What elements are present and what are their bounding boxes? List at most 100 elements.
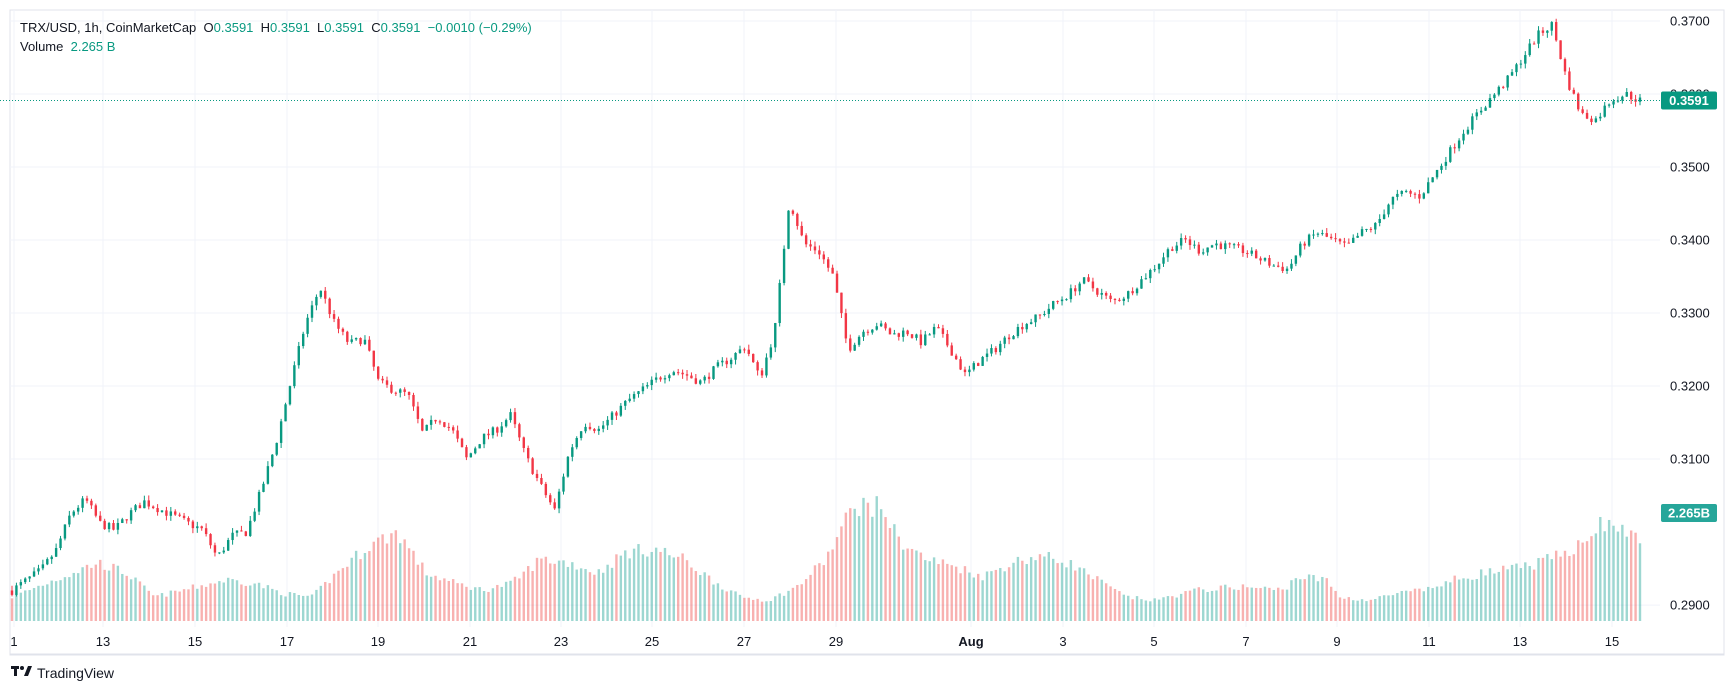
candle-body xyxy=(1109,295,1112,300)
volume-bar xyxy=(1475,579,1478,621)
volume-bar xyxy=(1135,596,1139,621)
volume-bar xyxy=(244,585,248,621)
candle-body xyxy=(1356,235,1359,238)
volume-bar xyxy=(1104,583,1108,621)
volume-bar xyxy=(729,590,733,621)
volume-bar xyxy=(301,595,305,621)
candle-body xyxy=(160,510,164,513)
candle-body xyxy=(443,422,446,427)
volume-bar xyxy=(1594,533,1598,621)
volume-bar xyxy=(37,585,40,621)
volume-bar xyxy=(1250,587,1253,621)
candle-body xyxy=(394,392,398,394)
volume-bar xyxy=(818,563,821,621)
candle-body xyxy=(672,372,675,376)
volume-bar xyxy=(1493,573,1496,621)
y-tick-label: 0.3700 xyxy=(1670,13,1710,28)
volume-bar xyxy=(1294,578,1298,621)
volume-bar xyxy=(1197,587,1201,621)
volume-bar xyxy=(1431,588,1434,621)
volume-bar xyxy=(416,564,420,621)
candle-body xyxy=(822,254,825,260)
candle-body xyxy=(1603,105,1606,117)
volume-bar xyxy=(496,584,499,621)
volume-bar xyxy=(266,585,270,621)
candle-body xyxy=(421,418,424,431)
candle-body xyxy=(677,372,680,374)
candle-body xyxy=(138,505,142,509)
candle-body xyxy=(941,328,945,334)
candle-body xyxy=(376,366,380,379)
candle-body xyxy=(1171,249,1174,251)
candle-body xyxy=(346,331,349,342)
volume-bar xyxy=(1396,593,1399,621)
y-tick-label: 0.3500 xyxy=(1670,159,1710,174)
candle-body xyxy=(1021,326,1024,330)
candle-body xyxy=(994,348,998,353)
volume-bar xyxy=(1241,584,1245,621)
candle-body xyxy=(650,379,653,386)
volume-bar xyxy=(963,566,967,621)
x-tick-label: 19 xyxy=(371,634,385,649)
candle-body xyxy=(1007,337,1011,340)
candle-body xyxy=(857,336,861,345)
volume-bar xyxy=(765,601,768,621)
symbol-label[interactable]: TRX/USD, 1h, CoinMarketCap xyxy=(20,20,197,35)
volume-bar xyxy=(910,548,914,621)
candle-body xyxy=(699,380,702,384)
candle-body xyxy=(866,331,870,333)
candle-body xyxy=(451,427,455,431)
candle-body xyxy=(1029,322,1033,325)
candle-body xyxy=(1638,97,1642,102)
candle-body xyxy=(1224,243,1227,250)
candle-body xyxy=(235,530,239,533)
candle-body xyxy=(222,550,225,553)
volume-bar xyxy=(46,584,49,621)
volume-bar xyxy=(1572,554,1576,621)
candle-body xyxy=(1391,196,1395,205)
candle-body xyxy=(279,421,283,443)
volume-bar xyxy=(1091,579,1095,621)
candle-body xyxy=(297,346,300,366)
volume-bar xyxy=(1303,579,1306,621)
ohlc-row: TRX/USD, 1h, CoinMarketCap O0.3591 H0.35… xyxy=(20,19,532,38)
candle-body xyxy=(628,398,631,401)
volume-bar xyxy=(1607,519,1611,621)
volume-bar xyxy=(288,592,292,621)
volume-bar xyxy=(619,555,623,621)
candle-body xyxy=(1418,194,1421,199)
candle-body xyxy=(1127,291,1130,299)
candle-body xyxy=(1435,169,1439,178)
volume-bar xyxy=(478,587,481,621)
volume-bar xyxy=(138,581,142,621)
candle-body xyxy=(526,447,530,459)
open-value: 0.3591 xyxy=(213,20,254,35)
volume-bar xyxy=(1281,589,1284,621)
volume-bar xyxy=(500,586,503,621)
volume-bar xyxy=(1237,589,1240,621)
candle-body xyxy=(999,343,1002,353)
candle-body xyxy=(32,571,36,577)
candle-body xyxy=(169,511,173,516)
candle-body xyxy=(959,359,962,370)
candle-body xyxy=(1396,193,1399,197)
candle-body xyxy=(319,290,323,297)
volume-bar xyxy=(1007,567,1011,621)
volume-bar xyxy=(1268,587,1271,621)
volume-bar xyxy=(615,554,618,621)
volume-bar xyxy=(937,564,940,621)
volume-bar xyxy=(165,596,168,621)
volume-bar xyxy=(1559,556,1562,621)
volume-bar xyxy=(774,596,777,621)
candle-body xyxy=(1457,140,1461,149)
volume-bar xyxy=(1577,540,1580,621)
tradingview-brand[interactable]: TradingView xyxy=(11,664,114,681)
candle-body xyxy=(328,298,331,315)
candle-body xyxy=(1144,278,1148,280)
candle-body xyxy=(275,442,278,455)
volume-bar xyxy=(90,567,93,621)
candle-body xyxy=(407,391,411,395)
x-tick-label: 13 xyxy=(1513,634,1527,649)
